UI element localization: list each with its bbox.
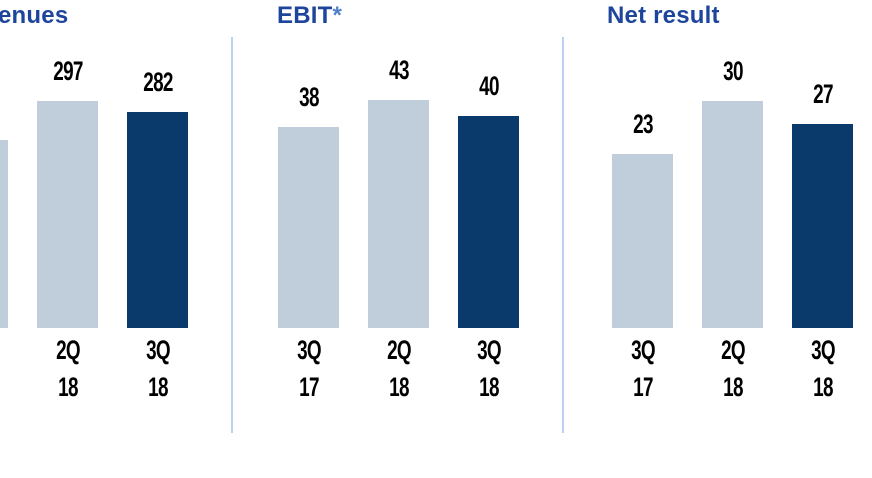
- panel-title: enues: [0, 2, 68, 30]
- bar: [458, 116, 519, 328]
- panel-divider: [231, 37, 233, 433]
- x-axis-label-quarter: 3Q: [145, 335, 171, 365]
- bar-value-label: 23: [632, 109, 653, 139]
- x-axis-label-quarter: 2Q: [720, 335, 746, 365]
- bar-value-label: 38: [298, 82, 319, 112]
- bar-value-label: 297: [52, 56, 83, 86]
- bar-value-label: 30: [722, 56, 743, 86]
- bar-value-label: 282: [142, 67, 173, 97]
- x-axis-label-quarter: 3Q: [476, 335, 502, 365]
- bar: [0, 140, 8, 328]
- bar-value-label: 40: [478, 71, 499, 101]
- bar-value-label: 27: [812, 79, 833, 109]
- panel-divider: [562, 37, 564, 433]
- bar: [127, 112, 188, 328]
- bar: [37, 101, 98, 328]
- x-axis-label-year: 18: [147, 372, 168, 402]
- x-axis-label-year: 18: [57, 372, 78, 402]
- x-axis-label-year: 17: [298, 372, 319, 402]
- panel-title: Net result: [607, 2, 720, 30]
- x-axis-label-quarter: 3Q: [296, 335, 322, 365]
- x-axis-label-year: 18: [722, 372, 743, 402]
- x-axis-label-year: 18: [388, 372, 409, 402]
- x-axis-label-quarter: 3Q: [810, 335, 836, 365]
- panel-title-text: EBIT: [277, 2, 333, 29]
- x-axis-label-year: 18: [812, 372, 833, 402]
- bar: [702, 101, 763, 328]
- panel-title-asterisk: *: [332, 2, 343, 29]
- x-axis-label-quarter: 2Q: [55, 335, 81, 365]
- x-axis-label-year: 17: [632, 372, 653, 402]
- x-axis-label-quarter: 3Q: [630, 335, 656, 365]
- panel-title: EBIT*: [277, 2, 342, 30]
- x-axis-label-year: 18: [478, 372, 499, 402]
- panel-title-text: enues: [0, 2, 69, 29]
- bar: [368, 100, 429, 328]
- bar-value-label: 43: [388, 55, 409, 85]
- bar: [612, 154, 673, 328]
- panel-title-text: Net result: [607, 2, 720, 29]
- bar: [278, 127, 339, 328]
- x-axis-label-quarter: 2Q: [386, 335, 412, 365]
- bar: [792, 124, 853, 328]
